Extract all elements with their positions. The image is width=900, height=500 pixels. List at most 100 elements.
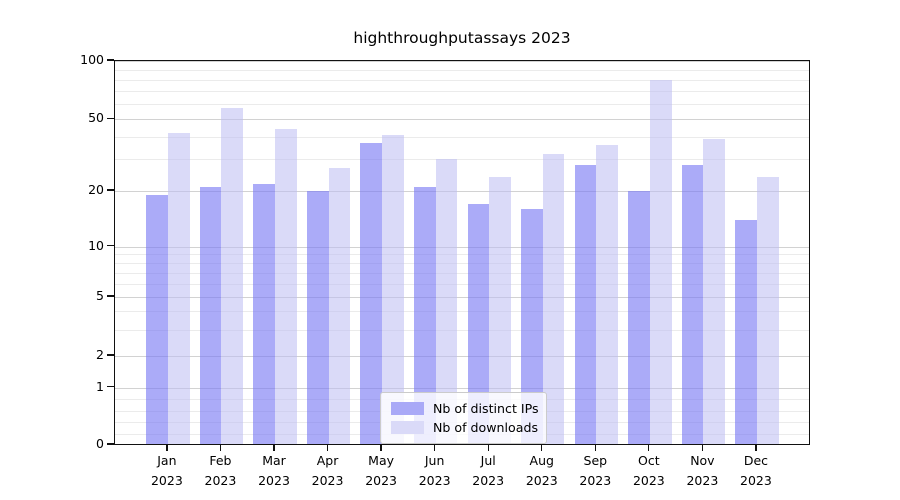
y-gridline-minor — [115, 283, 809, 285]
y-tick-label: 100 — [80, 52, 104, 67]
y-tick-label: 50 — [88, 110, 104, 126]
y-gridline-major — [115, 387, 809, 389]
y-gridline-minor — [115, 311, 809, 313]
x-tick-month: Mar — [262, 453, 286, 468]
y-gridline-minor — [115, 103, 809, 105]
y-gridline-major — [115, 119, 809, 121]
x-tick-mark — [219, 444, 222, 451]
x-tick-month: Aug — [529, 453, 554, 468]
y-tick-label: 10 — [88, 237, 104, 253]
bar-downloads — [649, 79, 672, 444]
bar-downloads — [221, 108, 244, 444]
legend-swatch-distinct-ips — [391, 402, 424, 415]
x-tick-mark — [487, 444, 489, 451]
y-tick-label: 2 — [96, 347, 104, 362]
y-gridline-minor — [115, 79, 809, 81]
bar-downloads — [703, 138, 726, 444]
x-tick-month: Feb — [209, 453, 232, 468]
y-tick-label: 20 — [88, 182, 104, 197]
x-tick-label: Dec 2023 — [728, 451, 784, 490]
x-tick-mark — [326, 444, 329, 451]
bar-downloads — [167, 132, 190, 444]
y-gridline-minor — [115, 69, 809, 71]
y-tick-mark — [107, 386, 114, 388]
y-gridline-major — [115, 356, 809, 357]
y-tick-mark — [107, 59, 114, 61]
x-tick-mark — [380, 444, 382, 451]
y-tick-mark — [107, 443, 114, 445]
x-tick-year: 2023 — [525, 472, 558, 488]
legend: Nb of distinct IPs Nb of downloads — [380, 392, 547, 444]
x-tick-mark — [701, 444, 704, 451]
y-gridline-major — [115, 246, 809, 248]
plot-area — [114, 60, 810, 445]
x-tick-mark — [648, 444, 650, 451]
x-tick-month: Nov — [690, 453, 715, 468]
y-tick-mark — [107, 354, 114, 356]
x-tick-month: Oct — [638, 453, 660, 468]
x-tick-label: Jul 2023 — [460, 451, 516, 490]
bar-distinct-ips — [146, 195, 168, 444]
y-gridline-minor — [115, 329, 809, 331]
bar-downloads — [382, 134, 404, 444]
x-tick-year: 2023 — [472, 472, 505, 488]
bar-distinct-ips — [199, 187, 222, 444]
x-tick-year: 2023 — [686, 472, 719, 488]
x-tick-year: 2023 — [740, 472, 772, 488]
legend-item-downloads: Nb of downloads — [391, 419, 539, 436]
x-tick-mark — [755, 444, 757, 451]
y-gridline-major — [115, 191, 809, 192]
chart-title: highthroughputassays 2023 — [353, 29, 571, 47]
bar-distinct-ips — [467, 204, 490, 444]
bar-distinct-ips — [574, 164, 597, 444]
x-tick-mark — [541, 444, 543, 451]
bar-downloads — [542, 154, 565, 444]
x-tick-year: 2023 — [311, 472, 344, 488]
x-tick-month: Jul — [480, 453, 496, 468]
y-gridline-minor — [115, 262, 809, 264]
legend-label-distinct-ips: Nb of distinct IPs — [433, 401, 539, 416]
y-tick-label: 0 — [96, 436, 104, 451]
legend-swatch-downloads — [391, 421, 424, 434]
y-gridline-minor — [115, 254, 809, 256]
x-tick-label: Nov 2023 — [674, 451, 730, 490]
x-tick-year: 2023 — [632, 472, 665, 488]
x-tick-month: Sep — [583, 453, 608, 468]
y-tick-mark — [107, 189, 114, 191]
x-tick-label: Oct 2023 — [621, 451, 677, 490]
y-gridline-minor — [115, 159, 809, 161]
bar-distinct-ips — [253, 183, 275, 444]
x-tick-month: May — [368, 453, 395, 468]
bar-downloads — [489, 176, 511, 444]
x-tick-label: Aug 2023 — [514, 451, 570, 490]
x-tick-label: Jun 2023 — [407, 451, 463, 490]
x-tick-label: May 2023 — [353, 451, 409, 490]
y-gridline-major — [115, 61, 809, 62]
y-gridline-minor — [115, 136, 809, 138]
x-tick-month: Jan — [157, 453, 177, 468]
y-tick-mark — [107, 245, 114, 247]
x-tick-mark — [273, 444, 275, 451]
bar-distinct-ips — [628, 191, 650, 444]
y-gridline-minor — [115, 272, 809, 274]
bar-downloads — [596, 145, 618, 444]
x-tick-mark — [166, 444, 168, 451]
y-tick-label: 5 — [96, 288, 104, 303]
legend-label-downloads: Nb of downloads — [433, 420, 539, 435]
x-tick-year: 2023 — [365, 472, 397, 488]
bar-downloads — [328, 167, 351, 444]
x-tick-year: 2023 — [150, 472, 183, 488]
plot-inner — [115, 61, 809, 444]
bar-distinct-ips — [360, 142, 383, 444]
x-tick-month: Dec — [743, 453, 769, 468]
x-tick-label: Apr 2023 — [300, 451, 356, 490]
bar-distinct-ips — [306, 191, 329, 444]
bar-downloads — [275, 129, 297, 444]
bar-distinct-ips — [521, 208, 543, 444]
bar-distinct-ips — [735, 219, 757, 444]
x-tick-label: Feb 2023 — [192, 451, 248, 490]
x-tick-label: Mar 2023 — [246, 451, 302, 490]
y-tick-mark — [107, 117, 114, 119]
x-tick-year: 2023 — [418, 472, 451, 488]
